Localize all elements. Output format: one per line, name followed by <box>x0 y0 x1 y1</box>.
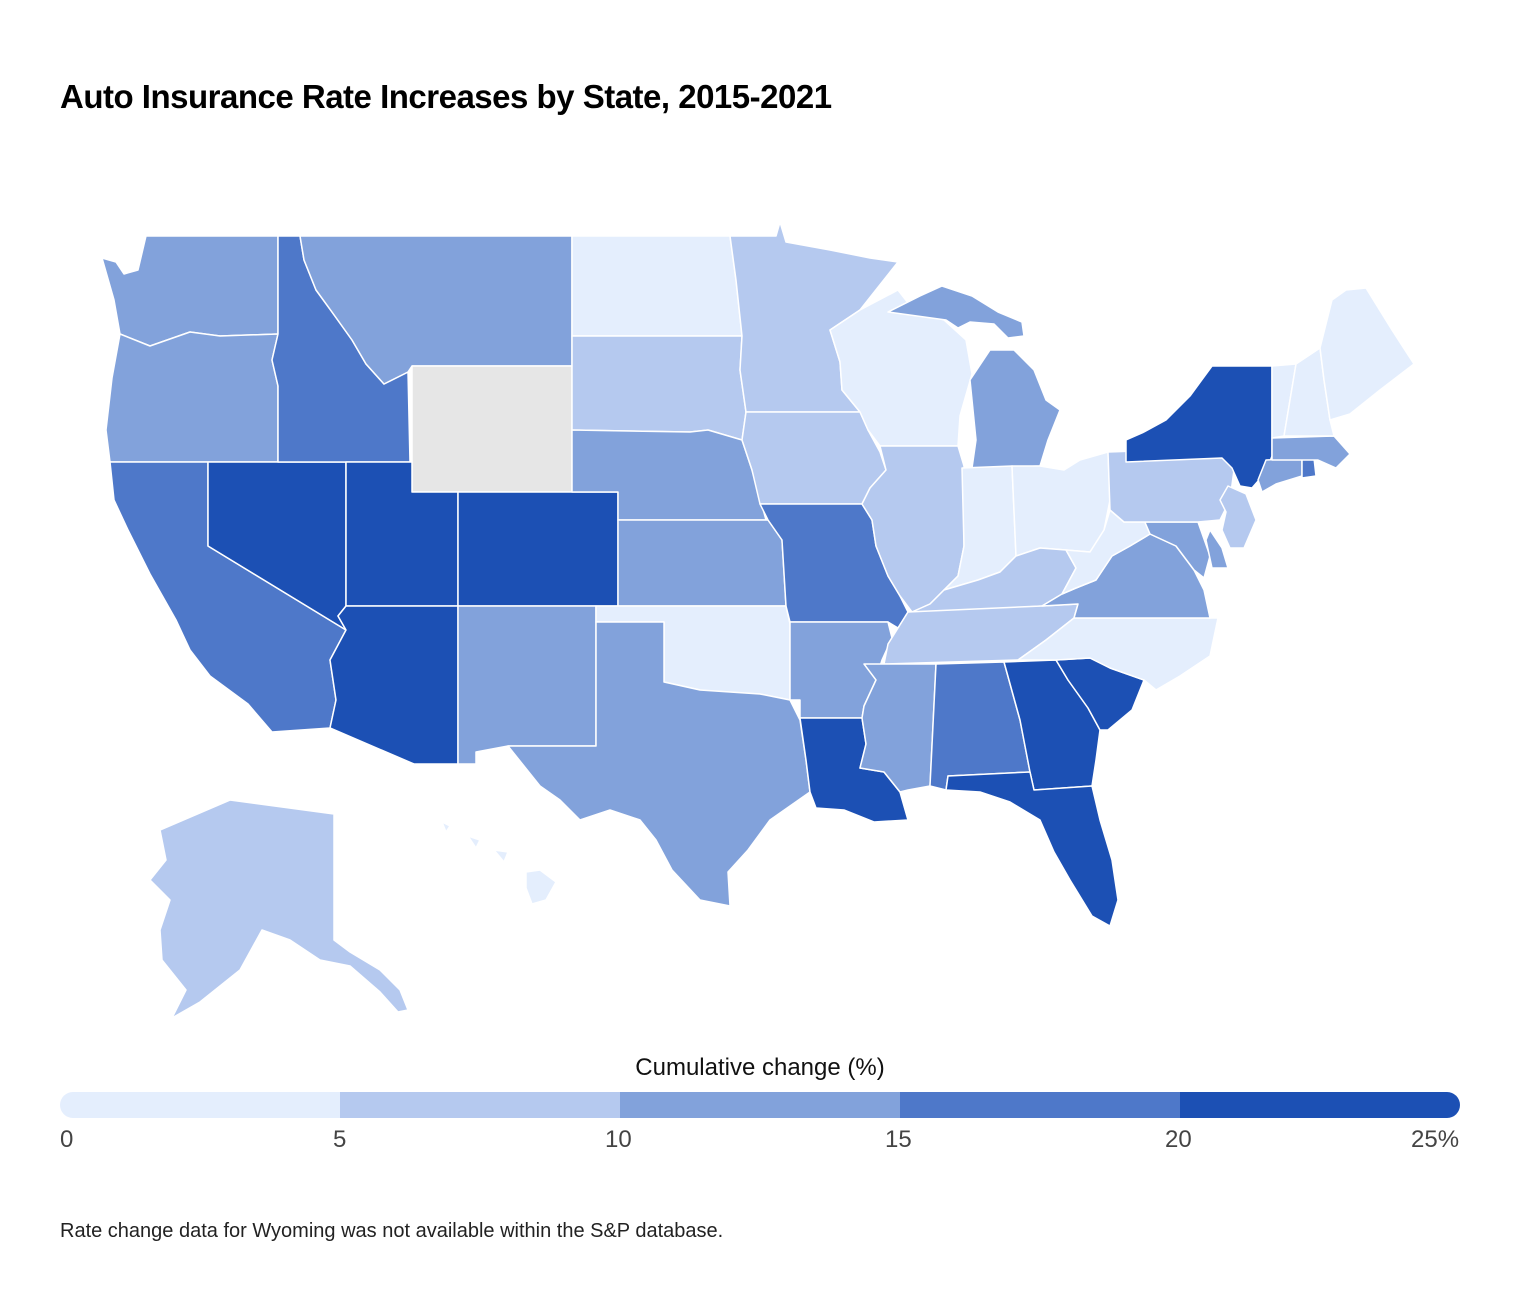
legend-tick-25: 25% <box>1411 1126 1460 1153</box>
footnote: Rate change data for Wyoming was not ava… <box>60 1220 724 1242</box>
state-delaware: Delaware <box>1205 529 1229 569</box>
legend-tick-0: 0 <box>60 1126 74 1153</box>
state-kansas: Kansas <box>617 519 787 607</box>
state-connecticut: Connecticut <box>1257 457 1303 493</box>
state-iowa: Iowa <box>741 411 887 505</box>
state-south-dakota: South Dakota <box>571 335 747 441</box>
legend-bin-2 <box>620 1092 900 1118</box>
state-north-dakota: North Dakota <box>571 235 743 337</box>
state-arizona: Arizona <box>329 605 459 765</box>
legend-tick-10: 10 <box>605 1126 632 1153</box>
legend-bin-4 <box>1180 1092 1460 1118</box>
state-north-carolina: North Carolina <box>1017 617 1219 691</box>
legend-bin-1 <box>340 1092 620 1118</box>
state-michigan: Michigan <box>887 285 1061 469</box>
state-hawaii: Hawaii <box>441 821 557 905</box>
legend-tick-15: 15 <box>885 1126 912 1153</box>
state-new-jersey: New Jersey <box>1219 485 1257 549</box>
state-ohio: Ohio <box>1011 451 1111 557</box>
legend-bin-0 <box>60 1092 340 1118</box>
legend-tick-5: 5 <box>333 1126 347 1153</box>
state-alaska: Alaska <box>149 799 409 1019</box>
state-colorado: Colorado <box>457 491 619 607</box>
legend-title: Cumulative change (%) <box>635 1054 885 1081</box>
us-choropleth-map: WashingtonOregonCaliforniaNevadaIdahoMon… <box>101 221 1415 1019</box>
state-texas: Texas <box>507 621 811 907</box>
state-washington: Washington <box>101 235 279 347</box>
state-oregon: Oregon <box>105 331 279 463</box>
state-maryland: Maryland <box>1123 519 1211 579</box>
legend-bin-3 <box>900 1092 1180 1118</box>
state-rhode-island: Rhode Island <box>1301 457 1317 479</box>
state-maine: Maine <box>1319 287 1415 421</box>
legend-color-scale <box>60 1092 1460 1118</box>
chart-title: Auto Insurance Rate Increases by State, … <box>60 78 832 115</box>
state-west-virginia: West Virginia <box>1061 509 1151 595</box>
state-florida: Florida <box>945 771 1119 927</box>
legend-tick-20: 20 <box>1165 1126 1192 1153</box>
state-new-mexico: New Mexico <box>457 605 597 765</box>
state-wyoming: Wyoming <box>411 365 573 493</box>
